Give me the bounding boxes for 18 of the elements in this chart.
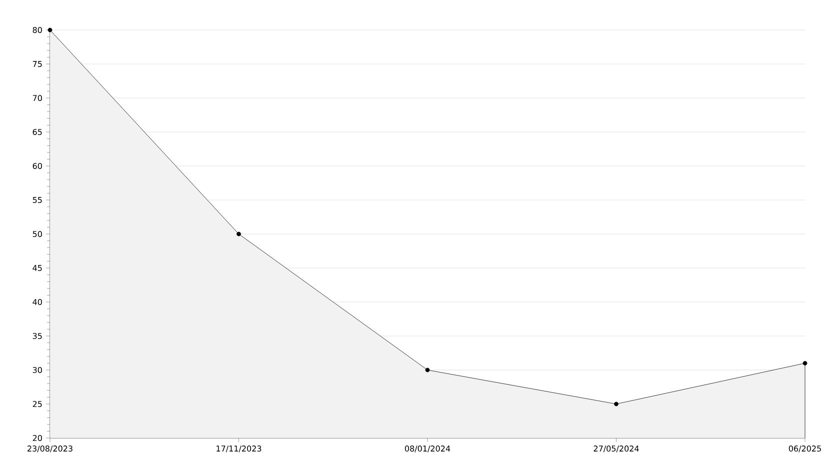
y-tick-label: 50 <box>32 230 42 238</box>
y-tick-label: 25 <box>32 400 42 408</box>
y-tick-label: 40 <box>32 298 42 306</box>
x-tick-label: 23/08/2023 <box>28 446 72 452</box>
y-tick-label: 70 <box>32 94 42 102</box>
y-tick-label: 55 <box>32 197 42 203</box>
y-tick-label: 60 <box>32 162 42 170</box>
x-tick-label: 08/01/2024 <box>404 446 450 452</box>
x-tick-label: 27/05/2024 <box>594 446 639 452</box>
y-tick-label: 80 <box>32 26 42 34</box>
y-tick-label: 75 <box>32 61 42 67</box>
x-tick-label: 06/2025 <box>788 446 821 452</box>
y-tick-label: 65 <box>32 128 42 136</box>
y-tick-label: 30 <box>32 366 42 374</box>
y-tick-label: 20 <box>32 434 42 442</box>
y-tick-label: 35 <box>32 332 42 340</box>
x-tick-label: 17/11/2023 <box>216 446 262 452</box>
y-tick-label: 45 <box>32 265 42 271</box>
